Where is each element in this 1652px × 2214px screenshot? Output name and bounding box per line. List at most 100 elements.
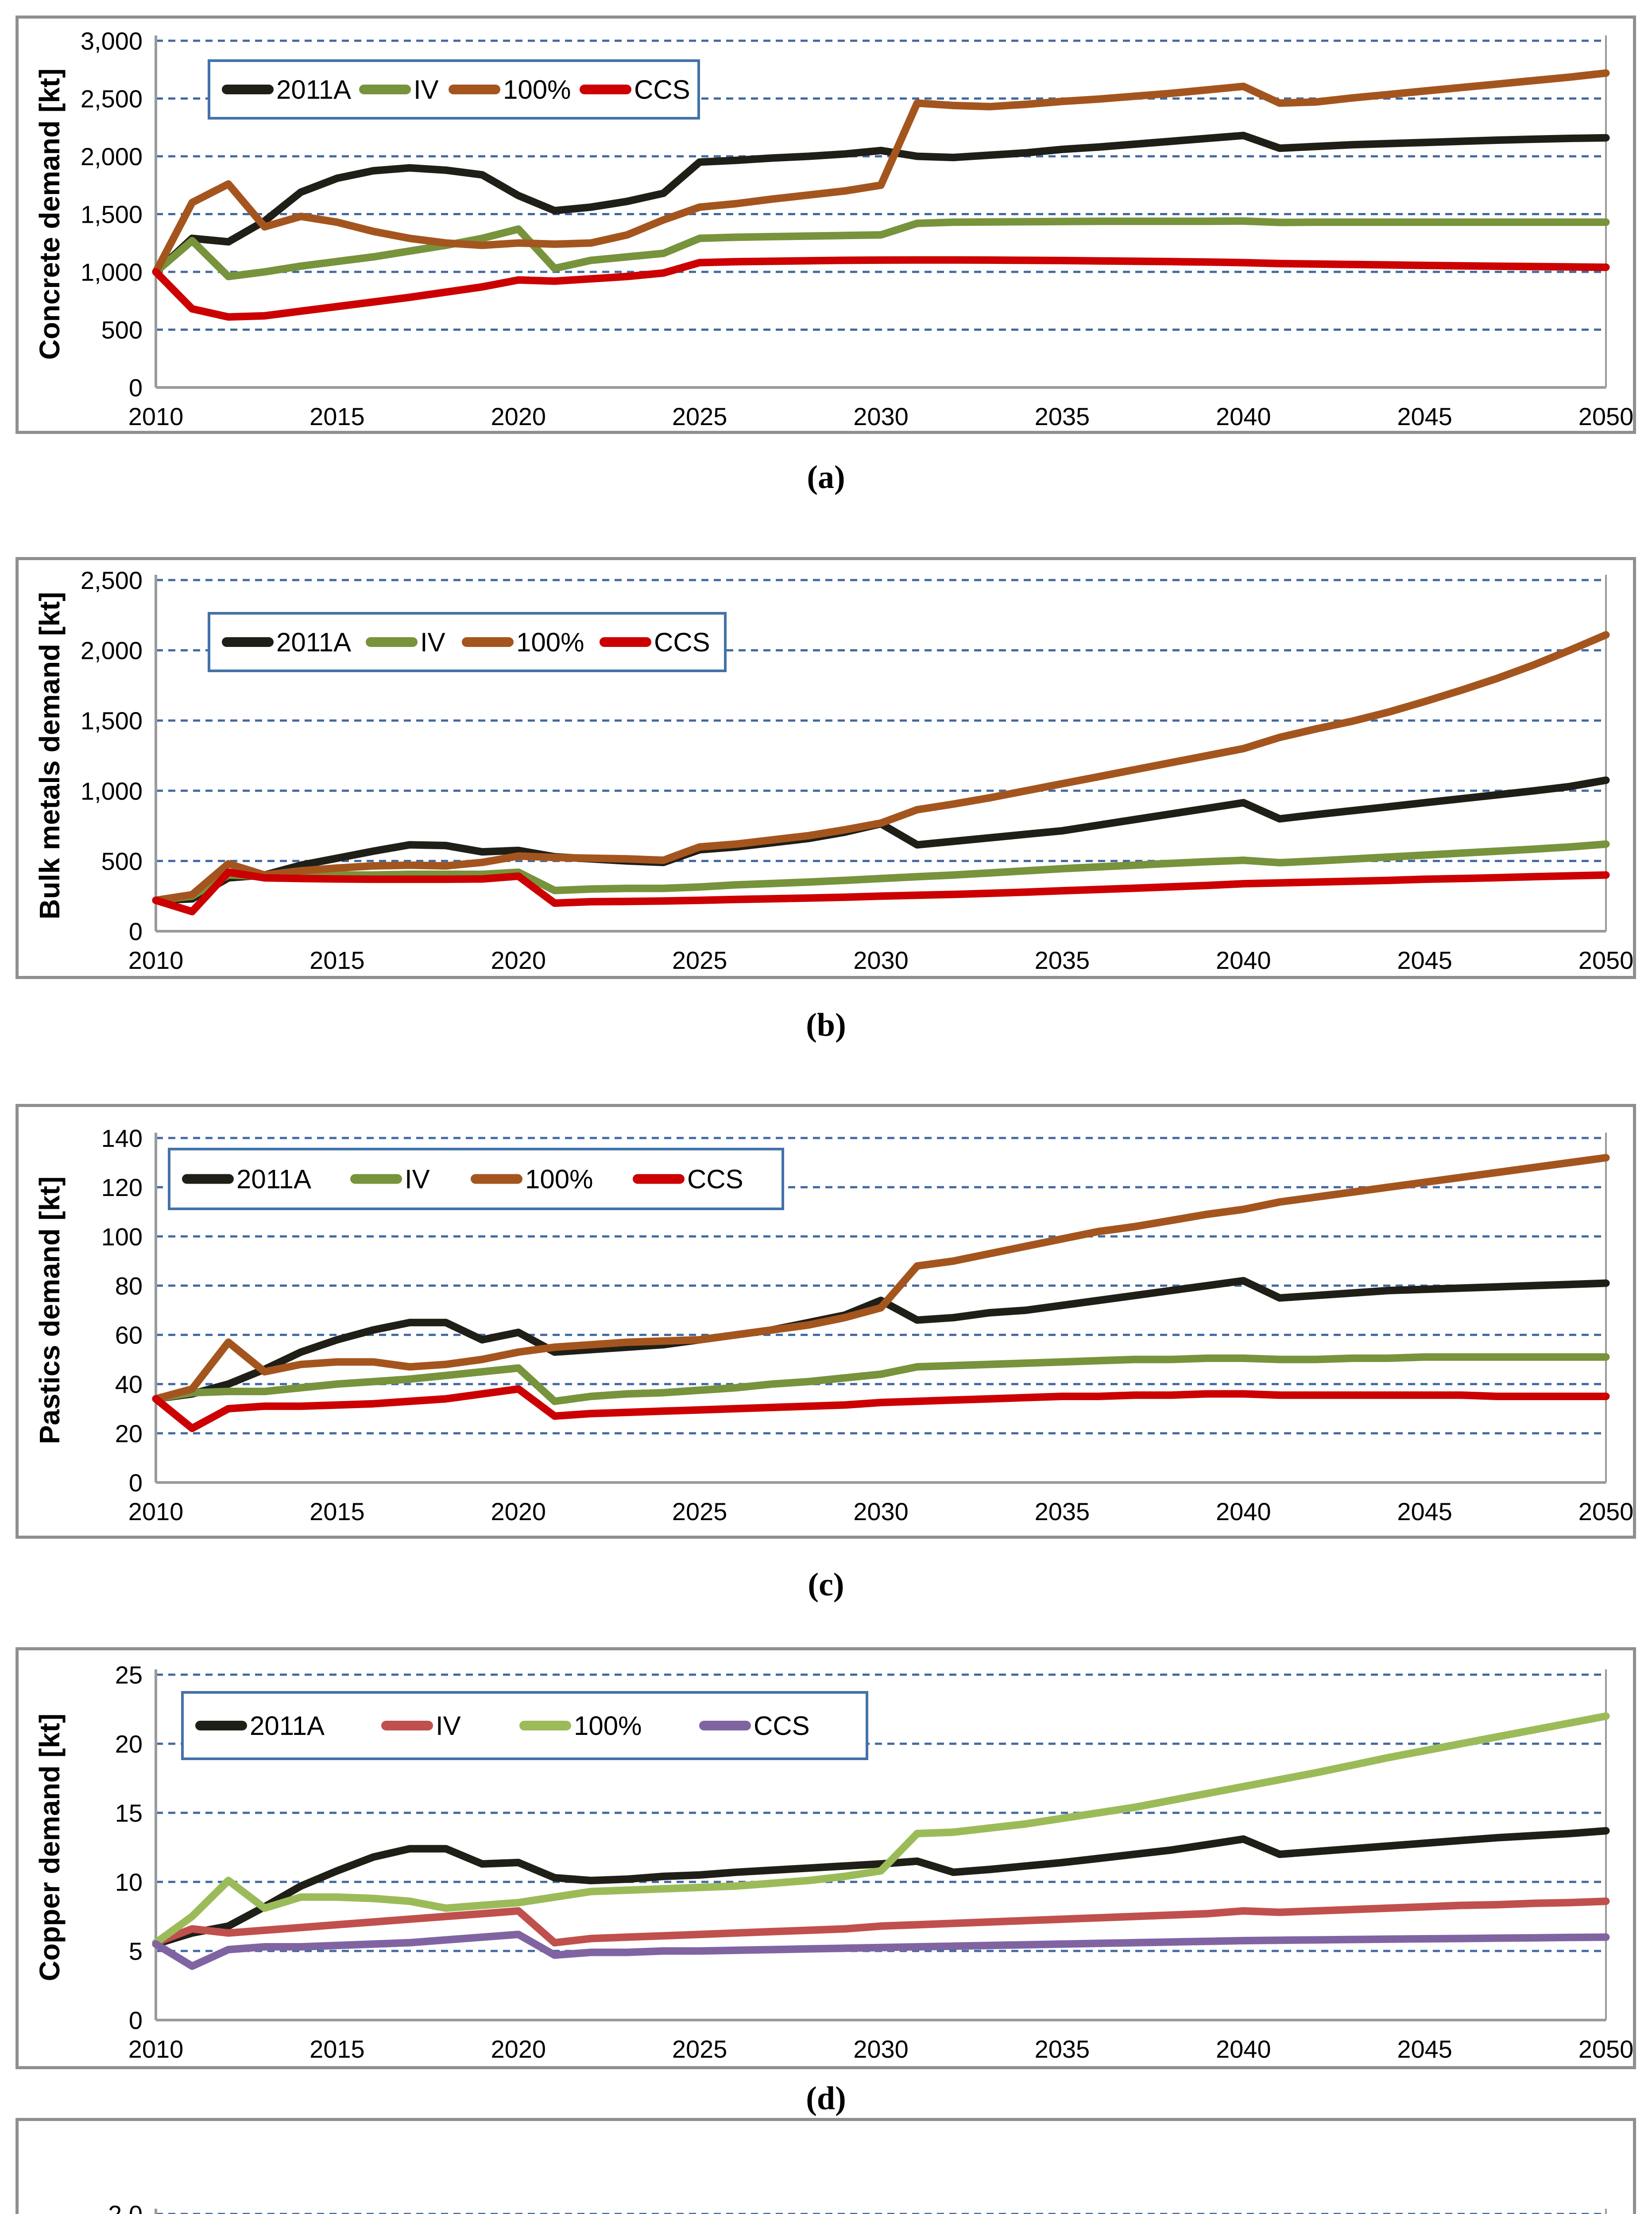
x-tick-label: 2030 <box>853 1498 909 1525</box>
y-tick-label: 0 <box>129 1469 143 1497</box>
series-line-2011A <box>152 1277 1610 1403</box>
x-tick-label: 2015 <box>310 2035 365 2063</box>
x-tick-label: 2040 <box>1216 1498 1271 1525</box>
legend-label-IV: IV <box>405 1165 430 1194</box>
x-tick-label: 2025 <box>672 403 727 430</box>
x-tick-label: 2035 <box>1035 946 1090 974</box>
x-tick-label: 2035 <box>1035 1498 1090 1525</box>
y-tick-label: 1,000 <box>81 777 143 805</box>
y-tick-label: 5 <box>129 1937 143 1965</box>
x-tick-label: 2020 <box>491 946 546 974</box>
x-tick-label: 2045 <box>1397 1498 1452 1525</box>
x-tick-label: 2030 <box>853 2035 909 2063</box>
x-tick-label: 2025 <box>672 2035 727 2063</box>
chart-panel-concrete: 0 500 1,000 1,500 2,000 2,500 3,000 2010 2015 202… <box>15 15 1636 434</box>
caption-b: (b) <box>806 1007 846 1043</box>
chart-bulk-metals-canvas: 0 500 1,000 1,500 2,000 2,500 2010 2015 2020 2025… <box>34 566 1633 974</box>
caption-a: (a) <box>807 459 845 495</box>
legend-label-IV: IV <box>420 627 445 657</box>
legend-label-2011A: 2011A <box>276 627 351 657</box>
legend-label-100%: 100% <box>503 75 571 105</box>
legend-label-IV: IV <box>414 75 439 105</box>
x-tick-label: 2015 <box>310 403 365 430</box>
y-tick-label: 500 <box>101 316 143 344</box>
x-tick-label: 2030 <box>853 403 909 430</box>
x-tick-label: 2020 <box>491 2035 546 2063</box>
caption-d: (d) <box>806 2080 846 2117</box>
series-line-2011A <box>152 1827 1610 1948</box>
legend-label-2011A: 2011A <box>276 75 351 105</box>
legend-label-100%: 100% <box>516 627 584 657</box>
series-line-IV <box>152 217 1610 280</box>
x-tick-label: 2050 <box>1578 403 1633 430</box>
legend-label-IV: IV <box>436 1711 461 1741</box>
caption-c: (c) <box>808 1567 844 1603</box>
y-tick-label: 0 <box>129 917 143 945</box>
y-tick-label: 20 <box>115 1730 143 1758</box>
series-line-IV <box>152 1353 1610 1405</box>
y-tick-label: 10 <box>115 1868 143 1896</box>
series-line-100% <box>152 69 1610 276</box>
x-tick-label: 2010 <box>128 946 184 974</box>
x-tick-label: 2025 <box>672 946 727 974</box>
y-tick-label: 140 <box>101 1124 143 1152</box>
legend-label-CCS: CCS <box>754 1711 810 1741</box>
x-tick-label: 2050 <box>1578 946 1633 974</box>
series-line-2011A <box>152 132 1610 276</box>
series-line-CCS <box>152 256 1610 321</box>
series-line-CCS <box>152 868 1610 916</box>
series-line-CCS <box>152 1931 1610 1970</box>
x-tick-label: 2045 <box>1397 946 1452 974</box>
y-tick-label: 60 <box>115 1321 143 1349</box>
x-tick-label: 2015 <box>310 946 365 974</box>
chart-concrete-canvas: 0 500 1,000 1,500 2,000 2,500 3,000 2010 2015 202… <box>34 27 1633 430</box>
chart-panel-permanent-magnet: 0.00.20.40.60.81.01.21.41.61.82.02010201… <box>15 2118 1636 2214</box>
x-tick-label: 2020 <box>491 1498 546 1525</box>
y-axis-title: Copper demand [kt] <box>34 1714 66 1981</box>
figure: 0 500 1,000 1,500 2,000 2,500 3,000 2010 2015 202… <box>0 15 1652 2214</box>
y-tick-label: 2,000 <box>81 143 143 170</box>
legend-label-2011A: 2011A <box>250 1711 325 1741</box>
y-tick-label: 120 <box>101 1173 143 1201</box>
y-tick-label: 25 <box>115 1661 143 1689</box>
x-tick-label: 2010 <box>128 403 184 430</box>
y-tick-label: 2,000 <box>81 637 143 665</box>
series-line-IV <box>152 1897 1610 1947</box>
x-tick-label: 2050 <box>1578 2035 1633 2063</box>
y-tick-label: 0 <box>129 2006 143 2034</box>
y-tick-label: 2,500 <box>81 85 143 113</box>
x-tick-label: 2035 <box>1035 403 1090 430</box>
x-tick-label: 2025 <box>672 1498 727 1525</box>
y-tick-label: 1,500 <box>81 707 143 735</box>
y-tick-label: 2,500 <box>81 566 143 594</box>
y-tick-label: 3,000 <box>81 27 143 55</box>
y-tick-label: 15 <box>115 1799 143 1827</box>
x-tick-label: 2020 <box>491 403 546 430</box>
y-tick-label: 20 <box>115 1420 143 1448</box>
y-tick-label: 80 <box>115 1272 143 1300</box>
legend-label-100%: 100% <box>525 1165 593 1194</box>
x-tick-label: 2010 <box>128 1498 184 1525</box>
x-tick-label: 2050 <box>1578 1498 1633 1525</box>
series-line-100% <box>152 631 1610 904</box>
y-axis-title: Pastics demand [kt] <box>34 1177 66 1444</box>
x-tick-label: 2035 <box>1035 2035 1090 2063</box>
x-tick-label: 2045 <box>1397 403 1452 430</box>
series-line-IV <box>152 840 1610 904</box>
y-axis-title: Bulk metals demand [kt] <box>34 592 66 920</box>
chart-panel-copper: 0 5 10 15 20 25 2010 2015 2020 2025 2030 2035 2040 20… <box>15 1647 1636 2069</box>
x-tick-label: 2010 <box>128 2035 184 2063</box>
y-tick-label: 0 <box>129 374 143 402</box>
y-axis-title: Concrete demand [kt] <box>34 69 66 360</box>
series-line-100% <box>152 1154 1610 1403</box>
series-line-100% <box>152 1712 1610 1947</box>
chart-permanent-magnet-canvas: 0.00.20.40.60.81.01.21.41.61.82.02010201… <box>108 2200 1607 2214</box>
legend-label-CCS: CCS <box>634 75 690 105</box>
x-tick-label: 2045 <box>1397 2035 1452 2063</box>
x-tick-label: 2040 <box>1216 946 1271 974</box>
x-tick-label: 2040 <box>1216 403 1271 430</box>
legend-label-CCS: CCS <box>654 627 710 657</box>
y-tick-label: 100 <box>101 1223 143 1250</box>
legend-label-CCS: CCS <box>687 1165 743 1194</box>
